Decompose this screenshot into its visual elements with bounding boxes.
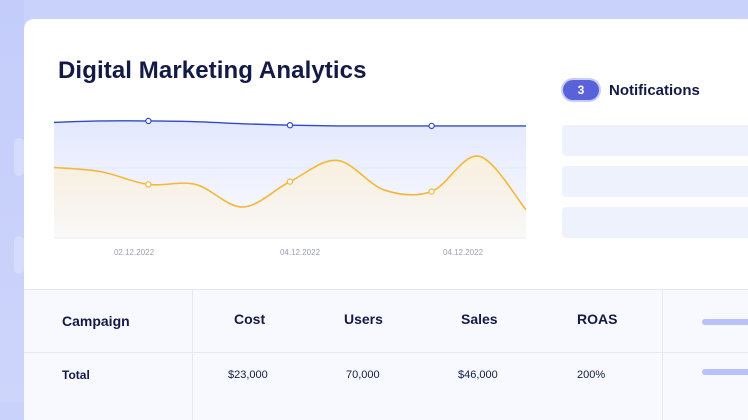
table-cell-sales: $46,000 [458, 369, 498, 381]
column-header-users[interactable]: Users [344, 311, 383, 327]
data-point[interactable] [145, 181, 152, 188]
column-header-campaign[interactable]: Campaign [62, 313, 130, 329]
notifications-heading: Notifications [609, 82, 700, 99]
column-header-cost[interactable]: Cost [234, 311, 266, 327]
table-cell-roas: 200% [577, 369, 606, 381]
data-point[interactable] [428, 122, 435, 130]
line-chart [54, 117, 526, 239]
page-title: Digital Marketing Analytics [58, 57, 367, 84]
column-divider [192, 290, 193, 420]
analytics-card: Digital Marketing Analytics 02.12.2022 0… [24, 19, 748, 420]
notification-item[interactable] [562, 166, 748, 197]
column-header-sales[interactable]: Sales [461, 311, 498, 327]
notification-item[interactable] [562, 125, 748, 156]
table-cell-cost: $23,000 [228, 369, 268, 381]
column-header-roas[interactable]: ROAS [577, 311, 618, 327]
left-sidebar [0, 0, 24, 402]
data-point[interactable] [286, 178, 294, 185]
x-tick-label: 04.12.2022 [442, 248, 484, 257]
data-point[interactable] [428, 188, 435, 195]
table-cell-users: 70,000 [346, 369, 380, 381]
campaign-table: Campaign Cost Users Sales ROAS Total $23… [24, 289, 748, 420]
data-point[interactable] [286, 122, 294, 129]
table-cell-campaign: Total [62, 368, 90, 382]
data-point[interactable] [145, 117, 152, 125]
row-placeholder-bar [702, 369, 748, 375]
sidebar-handle[interactable] [14, 138, 24, 176]
notification-count-badge[interactable]: 3 [563, 80, 599, 100]
sidebar-handle[interactable] [14, 236, 24, 274]
x-tick-label: 04.12.2022 [279, 248, 321, 257]
x-tick-label: 02.12.2022 [113, 248, 155, 257]
notification-item[interactable] [562, 207, 748, 238]
analytics-chart: 02.12.2022 04.12.2022 04.12.2022 [54, 97, 526, 267]
row-divider [24, 352, 748, 353]
column-divider [662, 290, 663, 420]
series-area [54, 156, 526, 238]
header-placeholder-bar [702, 319, 748, 325]
